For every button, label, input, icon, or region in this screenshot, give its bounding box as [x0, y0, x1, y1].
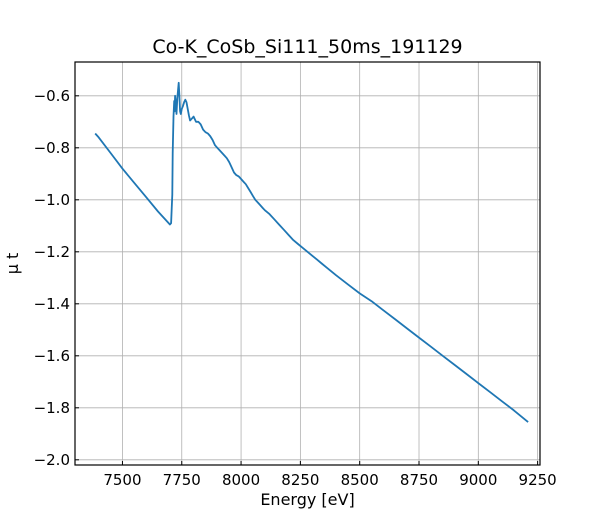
y-tick-label: −2.0	[34, 451, 70, 469]
grid-lines	[75, 62, 540, 465]
y-tick-label: −1.6	[34, 347, 70, 365]
x-tick-label: 7750	[163, 471, 201, 489]
x-tick-label: 8500	[341, 471, 379, 489]
y-axis-label: μ t	[3, 253, 22, 275]
chart-title: Co-K_CoSb_Si111_50ms_191129	[152, 36, 462, 58]
y-tick-label: −1.2	[34, 243, 70, 261]
plot-frame	[74, 61, 541, 466]
y-tick-label: −0.8	[34, 139, 70, 157]
x-tick-label: 8000	[222, 471, 260, 489]
y-tick-label: −0.6	[34, 87, 70, 105]
series-layer	[94, 81, 529, 423]
x-axis-label: Energy [eV]	[260, 490, 354, 509]
tick-marks: 7500 7750 8000 8250 8500 8750 9000 9250 −0.6 −0.8…	[34, 87, 557, 489]
x-tick-label: 8250	[281, 471, 319, 489]
y-tick-label: −1.8	[34, 399, 70, 417]
x-tick-label: 9250	[519, 471, 557, 489]
x-tick-label: 8750	[400, 471, 438, 489]
y-tick-label: −1.4	[34, 295, 70, 313]
series-line	[94, 81, 529, 423]
x-tick-label: 9000	[459, 471, 497, 489]
y-tick-label: −1.0	[34, 191, 70, 209]
x-tick-label: 7500	[103, 471, 141, 489]
